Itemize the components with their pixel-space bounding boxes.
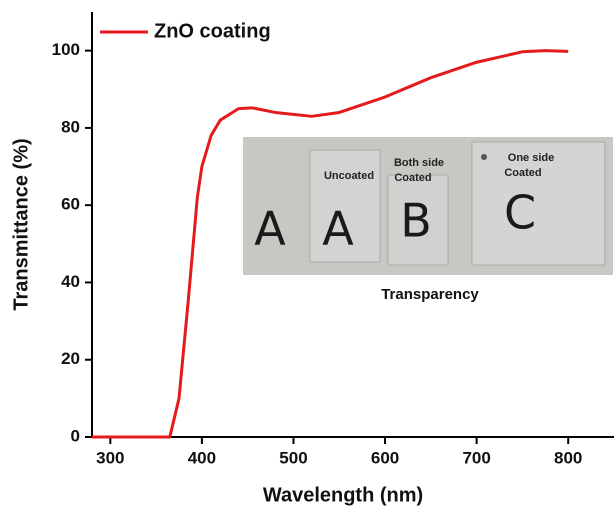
y-tick-label: 0 (71, 426, 80, 445)
y-tick-label: 100 (52, 40, 80, 59)
inset-label: One side (508, 152, 554, 164)
inset-letter: C (504, 186, 536, 240)
legend-label: ZnO coating (154, 20, 271, 42)
x-tick-label: 300 (96, 448, 124, 467)
x-tick-label: 400 (188, 448, 216, 467)
inset-label: Coated (504, 167, 541, 179)
x-axis-label: Wavelength (nm) (263, 484, 423, 506)
x-tick-label: 600 (371, 448, 399, 467)
y-tick-label: 80 (61, 117, 80, 136)
x-tick-label: 500 (279, 448, 307, 467)
inset-label: Uncoated (324, 170, 374, 182)
inset-label: Both side (394, 157, 444, 169)
inset-caption: Transparency (381, 286, 479, 303)
y-tick-label: 40 (61, 272, 80, 291)
x-tick-label: 800 (554, 448, 582, 467)
y-axis-label: Transmittance (%) (10, 138, 32, 310)
inset-label: Coated (394, 172, 431, 184)
x-tick-label: 700 (462, 448, 490, 467)
dot (481, 154, 487, 160)
y-tick-label: 20 (61, 349, 80, 368)
y-tick-label: 60 (61, 195, 80, 214)
inset-letter: A (254, 202, 286, 256)
inset-letter: B (400, 194, 432, 248)
chart: UncoatedBoth sideCoatedOne sideCoatedAAB… (0, 0, 614, 515)
inset-letter: A (322, 202, 354, 256)
